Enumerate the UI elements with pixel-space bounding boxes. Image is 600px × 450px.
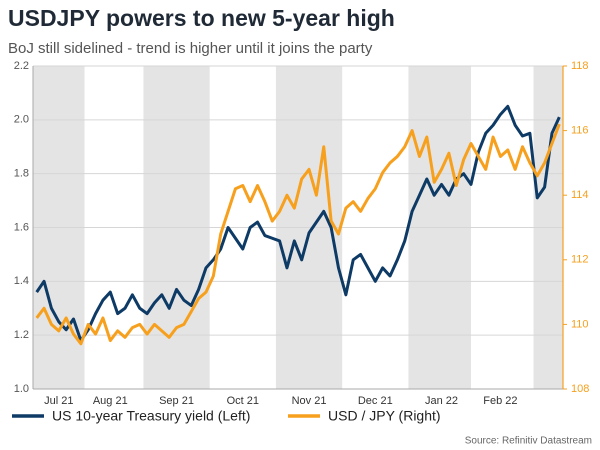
legend-label: US 10-year Treasury yield (Left) xyxy=(52,408,250,424)
y-tick-label: 1.0 xyxy=(14,383,29,395)
y-tick-label: 1.6 xyxy=(14,221,29,233)
series-line xyxy=(35,104,561,343)
chart-subtitle: BoJ still sidelined - trend is higher un… xyxy=(8,40,373,57)
y2-tick-label: 118 xyxy=(571,60,589,72)
x-tick-label: Aug 21 xyxy=(93,395,128,407)
x-tick-label: Jan 22 xyxy=(425,395,458,407)
legend-label: USD / JPY (Right) xyxy=(328,408,441,424)
source-note: Source: Refinitiv Datastream xyxy=(465,436,592,447)
y-tick-label: 2.2 xyxy=(14,60,29,72)
x-tick-label: Oct 21 xyxy=(227,395,259,407)
x-tick-label: Feb 22 xyxy=(483,395,517,407)
chart-title: USDJPY powers to new 5-year high xyxy=(8,5,395,31)
y2-tick-label: 116 xyxy=(571,125,589,137)
y-tick-label: 2.0 xyxy=(14,114,29,126)
x-tick-label: Nov 21 xyxy=(292,395,327,407)
y2-tick-label: 110 xyxy=(571,318,589,330)
x-tick-label: Jul 21 xyxy=(44,395,73,407)
y-tick-label: 1.4 xyxy=(14,275,29,287)
y2-tick-label: 112 xyxy=(571,254,589,266)
x-tick-label: Sep 21 xyxy=(159,395,194,407)
y2-tick-label: 114 xyxy=(571,189,589,201)
y-tick-label: 1.2 xyxy=(14,329,29,341)
y-tick-label: 1.8 xyxy=(14,168,29,180)
y2-tick-label: 108 xyxy=(571,383,589,395)
series-line xyxy=(35,123,561,346)
x-tick-label: Dec 21 xyxy=(358,395,393,407)
